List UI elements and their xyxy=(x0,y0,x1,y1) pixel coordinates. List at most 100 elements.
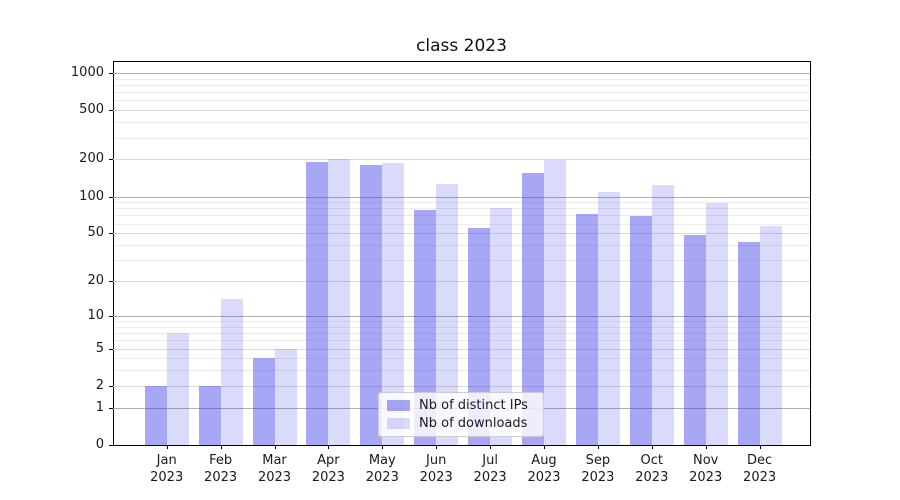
y-tick-label: 1000 xyxy=(70,64,104,80)
gridline-tick xyxy=(113,281,810,282)
axis-spine-top xyxy=(113,61,811,62)
gridline-minor xyxy=(113,84,810,86)
axis-spine-bottom xyxy=(113,445,811,446)
y-tick-label: 100 xyxy=(79,188,104,204)
gridline-major xyxy=(113,72,810,74)
gridline-minor xyxy=(113,78,810,80)
y-tick-mark xyxy=(109,196,113,198)
legend-label-downloads: Nb of downloads xyxy=(419,416,528,432)
x-tick-label: Oct 2023 xyxy=(635,453,669,485)
gridline-minor xyxy=(113,122,810,124)
x-tick-label: May 2023 xyxy=(365,453,399,485)
bar-downloads-sep xyxy=(597,192,620,445)
gridline-tick xyxy=(113,348,810,350)
legend-item-downloads: Nb of downloads xyxy=(387,416,535,431)
x-tick-mark xyxy=(382,445,384,449)
y-tick-label: 200 xyxy=(79,151,104,167)
gridline-minor xyxy=(113,202,810,204)
axis-spine-right xyxy=(810,61,811,446)
gridline-tick xyxy=(113,110,810,112)
bar-distinct-ips-jul xyxy=(468,228,491,445)
bar-distinct-ips-mar xyxy=(252,358,275,445)
legend-item-distinct-ips: Nb of distinct IPs xyxy=(387,398,535,413)
y-tick-label: 500 xyxy=(79,102,104,118)
y-tick-label: 1 xyxy=(95,399,104,415)
x-tick-label: Apr 2023 xyxy=(311,453,345,485)
y-tick-mark xyxy=(109,159,113,161)
bar-distinct-ips-aug xyxy=(522,173,544,445)
x-tick-mark xyxy=(490,445,492,449)
y-tick-label: 50 xyxy=(87,225,104,241)
y-tick-label: 20 xyxy=(87,273,104,288)
bar-downloads-oct xyxy=(651,185,674,445)
y-tick-mark xyxy=(109,385,113,387)
bar-distinct-ips-jan xyxy=(144,385,167,445)
y-tick-label: 2 xyxy=(95,377,104,393)
gridline-major xyxy=(113,196,810,198)
gridline-minor xyxy=(113,333,810,334)
legend-swatch-downloads xyxy=(387,418,410,430)
bar-distinct-ips-oct xyxy=(629,216,652,445)
gridline-major xyxy=(113,315,810,317)
gridline-minor xyxy=(113,223,810,225)
y-tick-label: 0 xyxy=(95,437,104,452)
y-tick-mark xyxy=(109,233,113,235)
bar-downloads-mar xyxy=(274,348,297,445)
gridline-minor xyxy=(113,326,810,328)
y-tick-mark xyxy=(109,445,113,446)
y-tick-label: 10 xyxy=(87,307,104,323)
x-tick-mark xyxy=(166,445,168,449)
legend-label-distinct-ips: Nb of distinct IPs xyxy=(419,397,528,413)
x-tick-mark xyxy=(328,445,330,449)
x-tick-mark xyxy=(597,445,599,449)
bar-distinct-ips-feb xyxy=(198,385,221,445)
gridline-minor xyxy=(113,208,810,210)
bar-distinct-ips-jun xyxy=(414,209,437,445)
x-tick-label: Sep 2023 xyxy=(581,453,615,485)
x-tick-mark xyxy=(544,445,545,449)
bar-downloads-jan xyxy=(166,333,189,445)
gridline-minor xyxy=(113,100,810,102)
x-tick-label: Dec 2023 xyxy=(743,453,777,485)
bar-downloads-jul xyxy=(490,208,513,445)
x-tick-label: Jan 2023 xyxy=(150,453,184,485)
bar-downloads-nov xyxy=(705,202,728,445)
x-tick-label: Feb 2023 xyxy=(204,453,238,485)
gridline-minor xyxy=(113,92,810,94)
x-tick-mark xyxy=(220,445,222,449)
x-tick-mark xyxy=(705,445,707,449)
y-tick-mark xyxy=(109,72,113,74)
x-tick-label: Jul 2023 xyxy=(473,453,507,485)
gridline-minor xyxy=(113,215,810,217)
y-tick-mark xyxy=(109,407,113,409)
bar-distinct-ips-may xyxy=(360,164,383,445)
axis-spine-left xyxy=(113,61,114,446)
x-tick-mark xyxy=(759,445,761,449)
gridline-minor xyxy=(113,260,810,262)
y-tick-mark xyxy=(109,281,113,282)
x-tick-label: Mar 2023 xyxy=(257,453,292,485)
gridline-minor xyxy=(113,245,810,246)
gridline-tick xyxy=(113,385,810,387)
gridline-minor xyxy=(113,321,810,322)
chart-title: class 2023 xyxy=(416,36,507,56)
plot-area: Nb of distinct IPs Nb of downloads xyxy=(113,61,810,445)
gridline-tick xyxy=(113,159,810,161)
bar-downloads-may xyxy=(382,162,405,445)
y-tick-label: 5 xyxy=(95,340,104,356)
bar-distinct-ips-dec xyxy=(737,242,760,445)
bar-distinct-ips-apr xyxy=(306,162,329,445)
legend: Nb of distinct IPs Nb of downloads xyxy=(378,392,544,437)
gridline-tick xyxy=(113,233,810,235)
bar-distinct-ips-sep xyxy=(575,213,598,445)
bar-downloads-jun xyxy=(436,184,459,445)
y-tick-mark xyxy=(109,110,113,112)
bar-downloads-apr xyxy=(328,158,351,445)
bar-downloads-aug xyxy=(544,160,566,445)
x-tick-mark xyxy=(274,445,276,449)
y-tick-mark xyxy=(109,348,113,350)
gridline-minor xyxy=(113,370,810,372)
y-tick-mark xyxy=(109,315,113,317)
x-tick-mark xyxy=(651,445,653,449)
